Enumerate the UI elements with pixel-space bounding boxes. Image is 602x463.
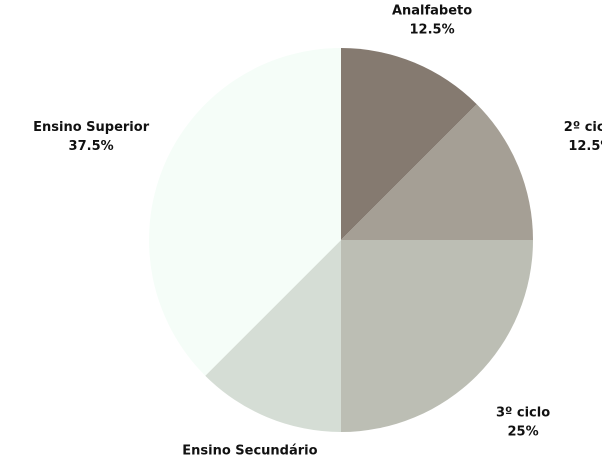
pie-slice	[341, 240, 533, 432]
slice-value-label: 12.5%	[410, 23, 455, 38]
slice-value-label: 12.5%	[568, 139, 602, 154]
slice-label: Ensino Secundário	[182, 443, 317, 458]
slice-label: 3º ciclo	[496, 406, 550, 421]
pie-slice	[149, 48, 341, 376]
slice-label: Ensino Superior	[33, 120, 150, 135]
slice-label: 2º ciclo	[564, 120, 602, 135]
slice-value-label: 25%	[507, 425, 538, 440]
pie-slice	[341, 104, 533, 240]
pie-slice	[341, 48, 477, 240]
slice-label: Analfabeto	[392, 4, 472, 19]
pie-slice	[205, 240, 341, 432]
slice-value-label: 37.5%	[69, 139, 114, 154]
